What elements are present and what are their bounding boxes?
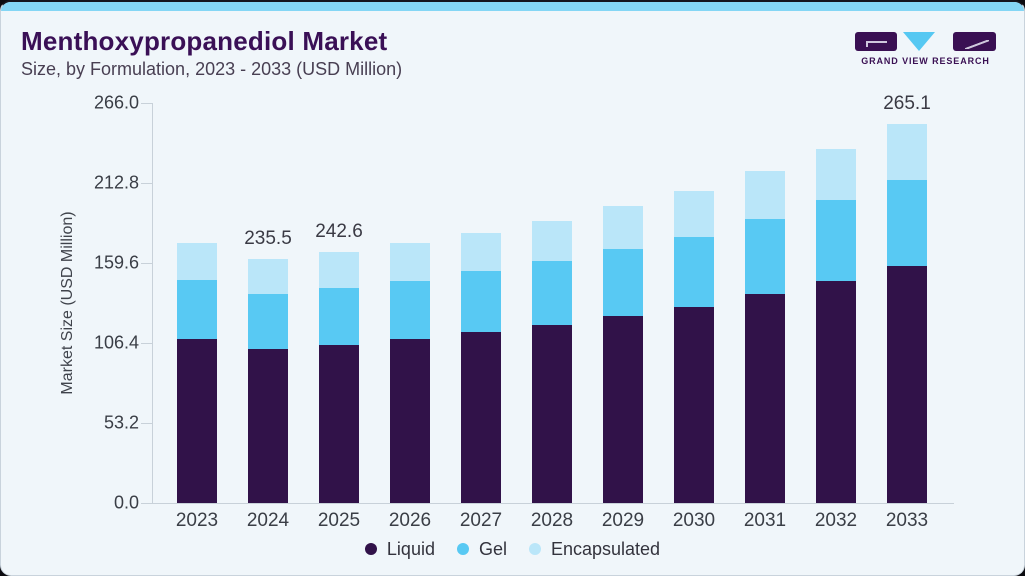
bar-2025: 242.6 2025 [315,103,363,531]
legend-label: Gel [478,538,507,559]
gvr-v-triangle-icon [903,32,935,51]
bar-segment-gel-2033 [887,180,927,267]
legend-label: Encapsulated [550,538,661,559]
legend-item-liquid: Liquid [364,538,435,560]
bar-segment-encapsulated-2023 [177,243,217,281]
y-tick-mark [141,263,152,264]
bar-2033: 265.1 2033 [883,93,931,531]
legend: Liquid Gel Encapsulated [1,537,1024,561]
bar-segment-liquid-2026 [390,338,430,503]
y-tick-label: 159.6 [93,252,139,273]
legend-dot-icon [364,543,377,555]
bar-segment-encapsulated-2029 [603,206,643,250]
y-tick-label: 266.0 [93,92,139,113]
bar-2032: 2032 [815,103,857,531]
x-tick-label-2023: 2023 [175,510,219,531]
bar-segment-encapsulated-2032 [816,149,856,200]
bar-segment-liquid-2023 [177,338,217,503]
legend-label: Liquid [386,538,435,559]
bar-segment-liquid-2024 [248,348,288,503]
bar-segment-liquid-2029 [603,315,643,503]
bar-segment-liquid-2027 [461,332,501,503]
bar-2031: 2031 [744,103,786,531]
gvr-g-block-icon [855,32,897,51]
bar-segment-gel-2029 [603,249,643,316]
gvr-r-block-icon [953,32,996,51]
x-tick-label-2033: 2033 [885,510,929,531]
page-title: Menthoxypropanediol Market [21,26,388,56]
x-axis-line [152,503,954,504]
y-tick-label: 53.2 [103,412,139,433]
gvr-logo-mark [855,32,996,51]
bar-segment-liquid-2030 [674,307,714,503]
bar-segment-encapsulated-2026 [390,243,430,282]
accent-strip [1,2,1024,11]
value-label-2024: 235.5 [244,228,292,250]
bars-plot-area: 2023 235.5 2024 242.6 2025 2026 2027 2028 2029 20… [153,93,951,531]
gvr-logo: GRAND VIEW RESEARCH [855,32,996,66]
bar-segment-encapsulated-2025 [319,252,359,288]
y-tick-label: 0.0 [113,492,139,513]
bar-segment-encapsulated-2033 [887,124,927,181]
x-tick-label-2029: 2029 [601,510,645,531]
bar-segment-encapsulated-2028 [532,221,572,262]
bar-2026: 2026 [389,103,431,531]
bar-2029: 2029 [602,103,644,531]
x-tick-label-2030: 2030 [672,510,716,531]
x-tick-label-2032: 2032 [814,510,858,531]
y-tick-mark [141,343,152,344]
y-tick-mark [141,183,152,184]
bar-segment-gel-2027 [461,270,501,333]
y-tick-label: 212.8 [93,172,139,193]
page-subtitle: Size, by Formulation, 2023 - 2033 (USD M… [21,59,403,79]
legend-dot-icon [528,543,541,555]
y-axis-line [152,103,153,504]
bar-segment-gel-2025 [319,287,359,345]
x-tick-label-2026: 2026 [388,510,432,531]
bar-segment-liquid-2025 [319,344,359,503]
bar-segment-gel-2032 [816,200,856,282]
bar-2027: 2027 [460,103,502,531]
bar-segment-gel-2026 [390,281,430,339]
bar-segment-encapsulated-2031 [745,170,785,219]
bar-segment-gel-2031 [745,218,785,294]
bar-2028: 2028 [531,103,573,531]
bar-segment-gel-2028 [532,261,572,325]
x-tick-label-2028: 2028 [530,510,574,531]
bar-segment-encapsulated-2024 [248,259,288,295]
y-axis-ticks: 266.0 212.8 159.6 106.4 53.2 0.0 [1,93,152,513]
x-tick-label-2025: 2025 [317,510,361,531]
value-label-2025: 242.6 [315,221,363,243]
bar-segment-liquid-2031 [745,293,785,503]
bar-segment-gel-2024 [248,294,288,349]
x-tick-label-2027: 2027 [459,510,503,531]
legend-item-encapsulated: Encapsulated [528,538,661,560]
chart-header: Menthoxypropanediol Market Size, by Form… [21,26,402,80]
bar-segment-liquid-2028 [532,324,572,503]
legend-item-gel: Gel [456,538,507,560]
bar-2023: 2023 [176,103,218,531]
y-tick-mark [141,103,152,104]
gvr-logo-text: GRAND VIEW RESEARCH [861,56,990,66]
y-tick-mark [141,423,152,424]
bar-segment-liquid-2032 [816,281,856,503]
x-tick-label-2024: 2024 [246,510,290,531]
bar-segment-liquid-2033 [887,266,927,503]
bar-segment-encapsulated-2030 [674,191,714,237]
x-tick-label-2031: 2031 [743,510,787,531]
bar-segment-encapsulated-2027 [461,232,501,271]
bar-segment-gel-2030 [674,237,714,308]
y-tick-mark [141,503,152,504]
y-tick-label: 106.4 [93,332,139,353]
legend-dot-icon [456,543,469,555]
bar-segment-gel-2023 [177,280,217,339]
value-label-2033: 265.1 [883,93,931,115]
bar-2024: 235.5 2024 [244,103,292,531]
bar-2030: 2030 [673,103,715,531]
